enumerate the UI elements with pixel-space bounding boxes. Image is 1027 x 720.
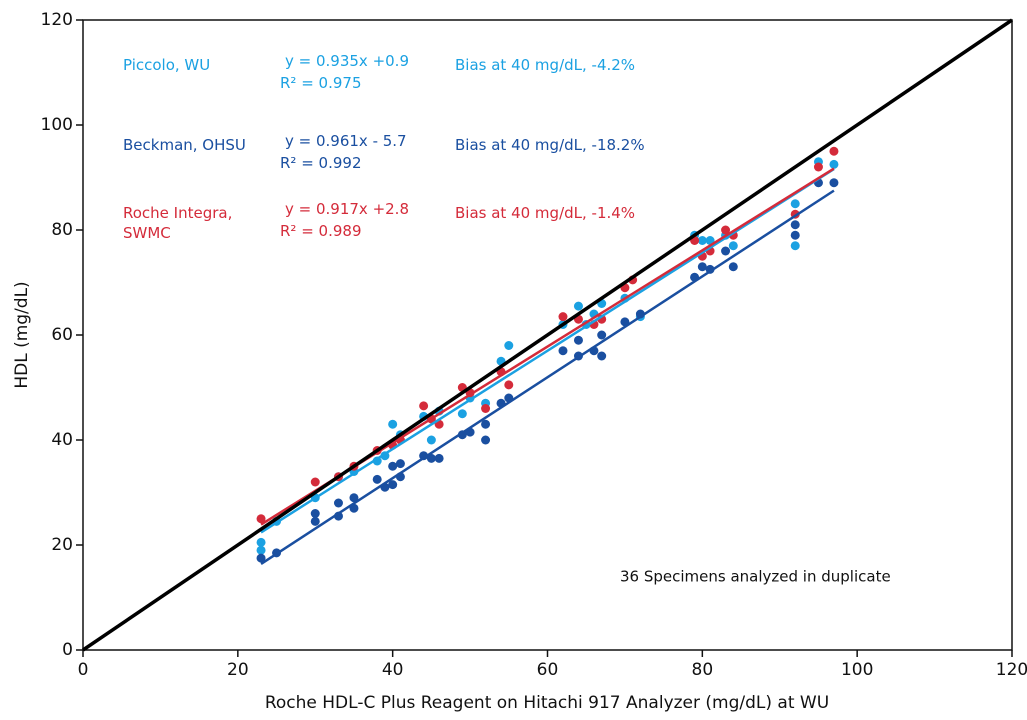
x-tick-label: 120 (996, 660, 1027, 680)
point (790, 220, 800, 230)
y-tick-label: 100 (41, 115, 73, 135)
y-tick-label: 120 (41, 10, 73, 30)
point (721, 225, 731, 235)
point (728, 262, 738, 272)
point (481, 404, 491, 413)
point (728, 241, 738, 251)
y-axis-label: HDL (mg/dL) (12, 281, 32, 388)
point (558, 346, 568, 356)
x-tick-label: 100 (841, 660, 873, 680)
point (256, 537, 266, 547)
point (310, 477, 320, 487)
point (597, 351, 607, 361)
x-tick-label: 0 (78, 660, 89, 680)
legend-name: Roche Integra, SWMC (123, 204, 233, 242)
point (388, 419, 398, 429)
point (419, 401, 429, 411)
legend-r2: R² = 0.989 (280, 222, 362, 240)
fit-line (260, 189, 835, 565)
point (388, 461, 398, 471)
point (829, 146, 839, 156)
point (829, 178, 839, 188)
point (813, 162, 823, 172)
x-axis-label: Roche HDL-C Plus Reagent on Hitachi 917 … (265, 693, 829, 713)
point (388, 480, 398, 490)
point (790, 199, 800, 209)
point (256, 545, 266, 555)
y-tick-label: 0 (62, 640, 73, 660)
legend-bias: Bias at 40 mg/dL, -4.2% (455, 56, 636, 74)
point (256, 514, 266, 524)
y-tick-label: 40 (51, 430, 73, 450)
x-tick-label: 40 (382, 660, 404, 680)
note: 36 Specimens analyzed in duplicate (620, 568, 891, 586)
point (697, 236, 707, 245)
point (790, 241, 800, 251)
identity-line (82, 18, 1013, 652)
legend-equation: y = 0.935x +0.9 (285, 52, 409, 70)
x-tick-label: 80 (692, 660, 714, 680)
point (504, 341, 514, 350)
point (426, 435, 436, 445)
y-tick-label: 60 (51, 325, 73, 345)
legend-bias: Bias at 40 mg/dL, -18.2% (455, 136, 645, 154)
legend-equation: y = 0.961x - 5.7 (285, 132, 407, 150)
legend-bias: Bias at 40 mg/dL, -1.4% (455, 204, 636, 222)
point (481, 435, 491, 445)
legend-equation: y = 0.917x +2.8 (285, 200, 409, 218)
fit-line (260, 168, 835, 534)
point (256, 553, 266, 563)
x-tick-label: 20 (227, 660, 249, 680)
point (457, 409, 467, 419)
point (573, 335, 583, 345)
point (372, 474, 382, 484)
y-tick-label: 80 (51, 220, 73, 240)
point (697, 262, 707, 272)
point (597, 330, 607, 340)
point (310, 516, 320, 526)
point (434, 453, 444, 463)
point (573, 301, 583, 311)
point (426, 453, 436, 463)
point (349, 493, 359, 503)
legend-r2: R² = 0.992 (280, 154, 362, 172)
point (481, 419, 491, 429)
point (504, 380, 514, 390)
point (333, 498, 343, 508)
point (721, 246, 731, 256)
legend-name: Piccolo, WU (123, 56, 211, 74)
point (558, 312, 568, 322)
point (829, 159, 839, 169)
legend-r2: R² = 0.975 (280, 74, 362, 92)
point (310, 509, 320, 518)
point (395, 459, 405, 469)
legend-name: Beckman, OHSU (123, 136, 246, 154)
point (790, 230, 800, 240)
x-tick-label: 60 (537, 660, 559, 680)
y-tick-label: 20 (51, 535, 73, 555)
